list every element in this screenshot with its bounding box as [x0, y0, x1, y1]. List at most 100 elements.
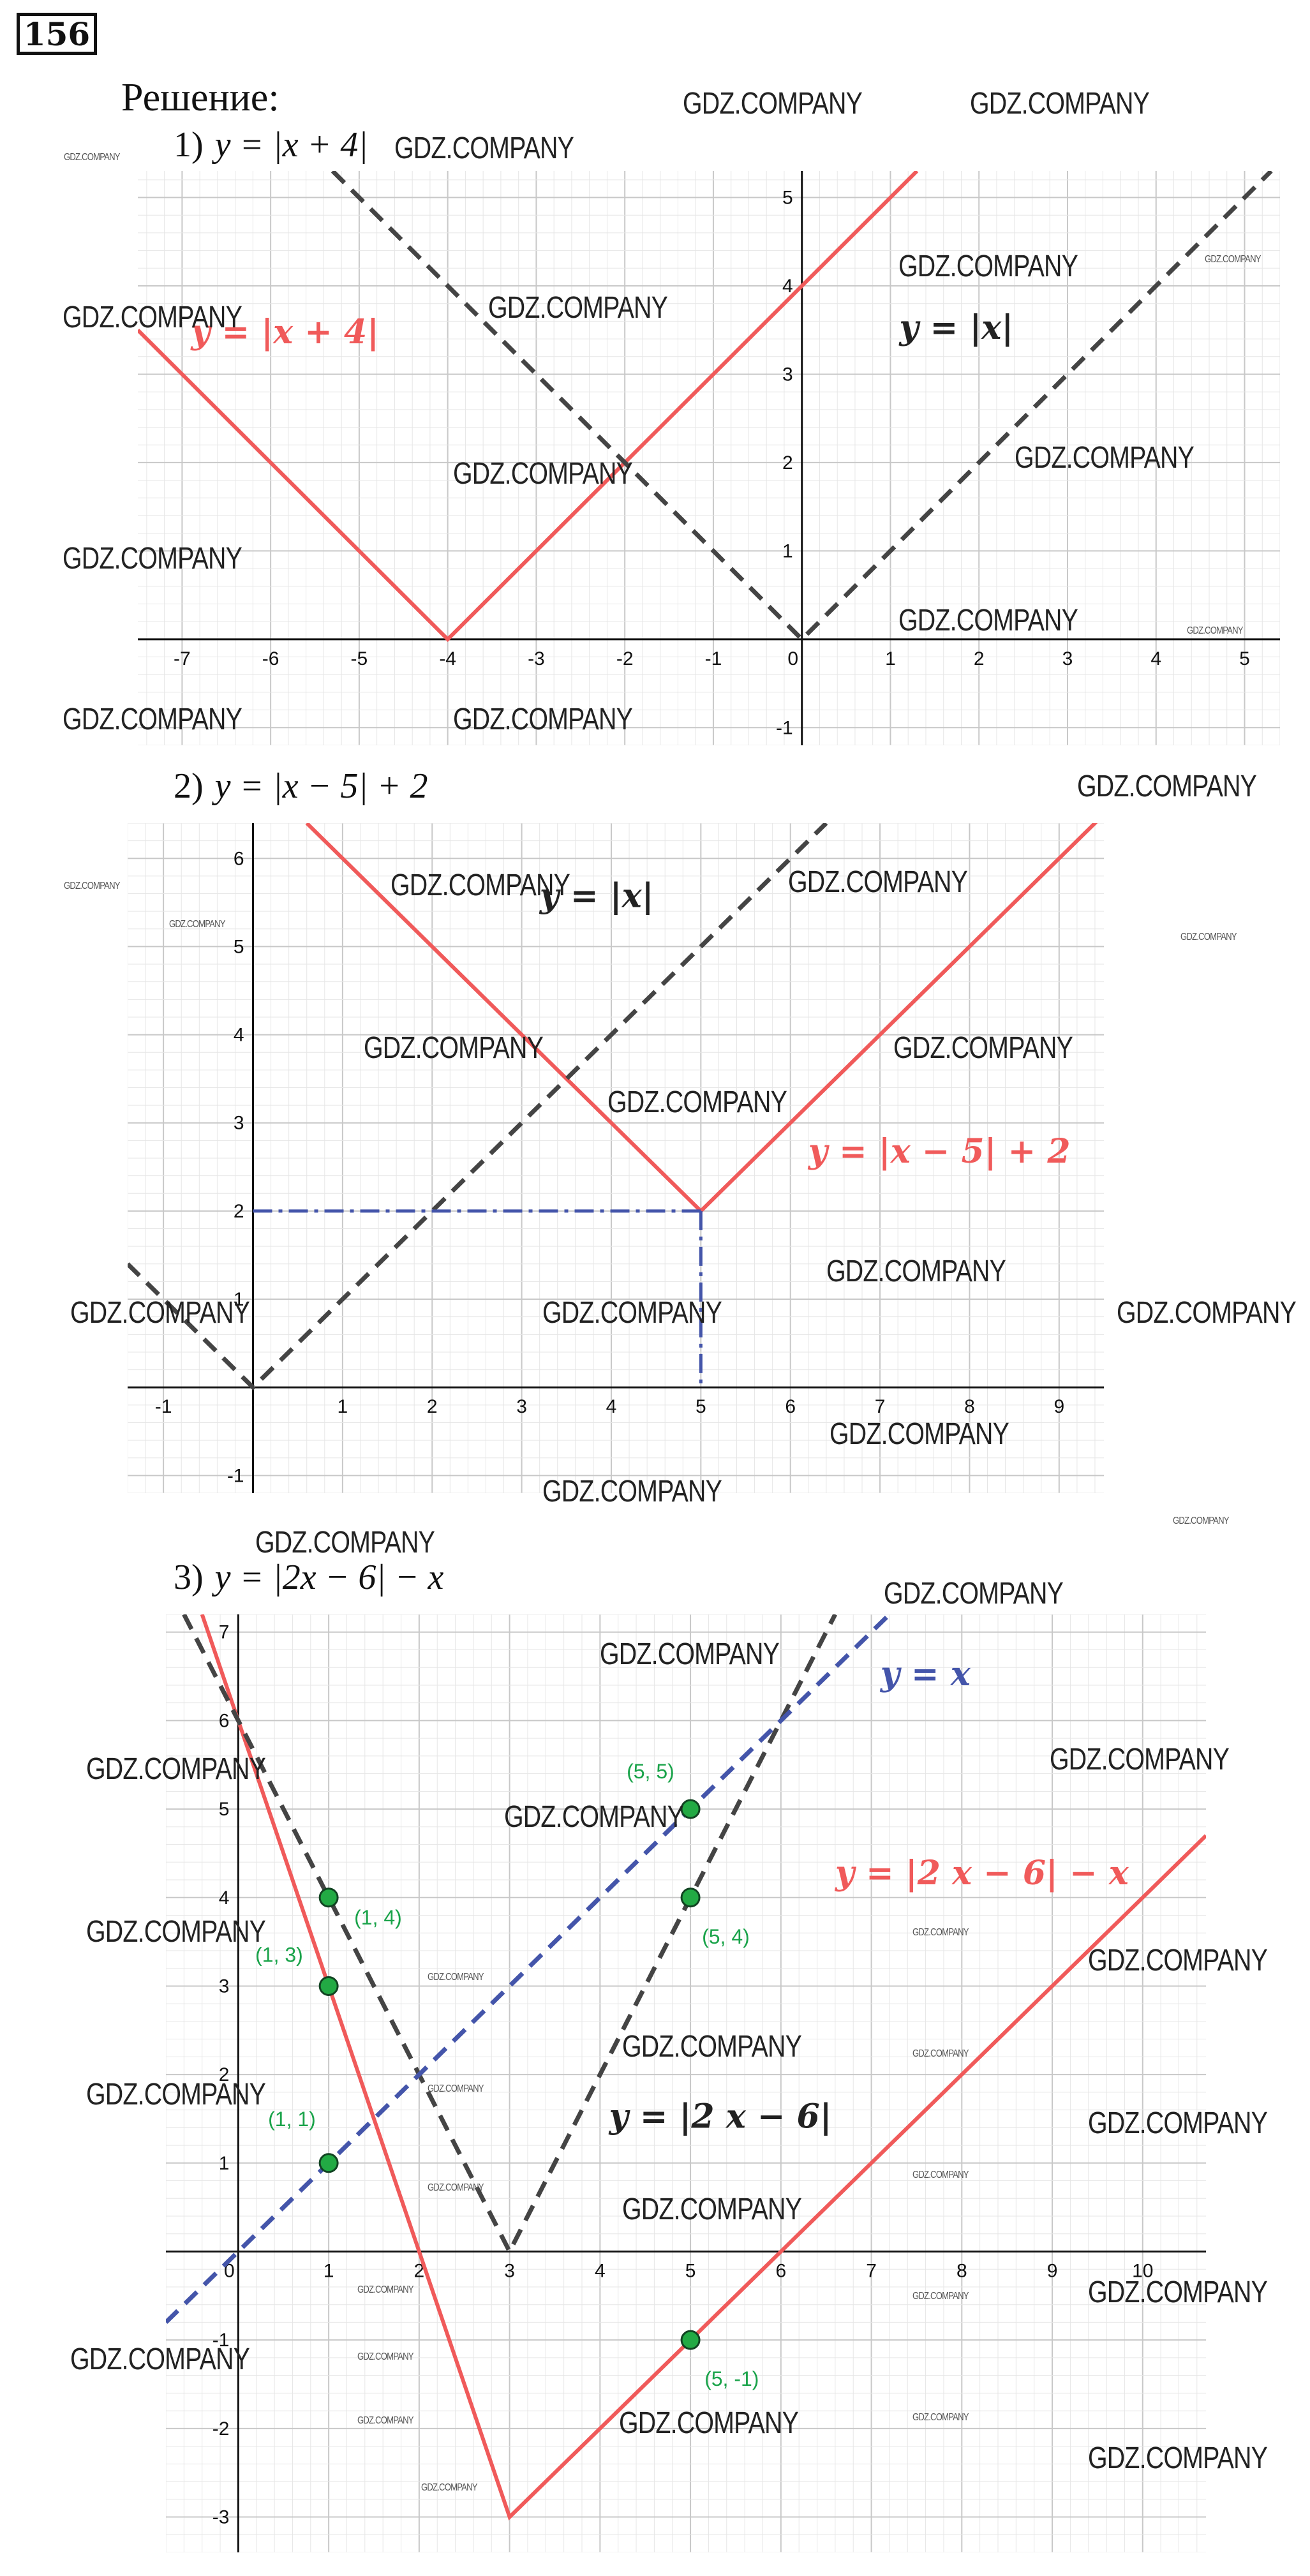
series-line: [166, 1614, 891, 2324]
y-tick-label: 3: [234, 1113, 244, 1134]
watermark: GDZ.COMPANY: [1088, 2106, 1268, 2140]
x-tick-label: 3: [516, 1396, 527, 1417]
series-line: [331, 171, 1273, 643]
point-label: (1, 1): [268, 2108, 316, 2131]
watermark: GDZ.COMPANY: [169, 919, 226, 930]
y-tick-label: 4: [234, 1025, 244, 1046]
watermark: GDZ.COMPANY: [63, 301, 242, 334]
watermark: GDZ.COMPANY: [70, 2342, 250, 2376]
solution-label: Решение:: [121, 76, 279, 119]
x-tick-label: 2: [427, 1396, 438, 1417]
y-tick-label: 1: [219, 2153, 230, 2174]
x-tick-label: -4: [439, 648, 456, 669]
curve-label: y = |x|: [539, 876, 654, 915]
y-tick-label: -1: [227, 1465, 244, 1486]
part-1-label: 1) y = |x + 4|: [174, 124, 368, 165]
y-tick-label: 5: [219, 1799, 230, 1820]
part-2-number: 2): [174, 766, 204, 806]
watermark: GDZ.COMPANY: [1088, 1944, 1268, 1977]
point-label: (1, 4): [354, 1906, 402, 1929]
x-tick-label: 4: [595, 2260, 606, 2281]
y-tick-label: 5: [234, 936, 244, 957]
graph-part-1: -7 -6 -5 -4 -3 -2 -1 0 1 2 3 4 5 -1 1 2 3 4 5 y = |x + 4| y …: [138, 171, 1280, 745]
watermark: GDZ.COMPANY: [1077, 770, 1257, 803]
x-tick-label: -5: [351, 648, 368, 669]
data-point: [318, 1887, 339, 1908]
watermark: GDZ.COMPANY: [542, 1296, 722, 1330]
watermark: GDZ.COMPANY: [428, 1972, 484, 1983]
x-tick-label: 1: [885, 648, 896, 669]
y-tick-label: 1: [782, 540, 793, 562]
watermark: GDZ.COMPANY: [1117, 1296, 1297, 1330]
watermark: GDZ.COMPANY: [912, 2291, 969, 2302]
watermark: GDZ.COMPANY: [488, 291, 668, 325]
watermark: GDZ.COMPANY: [622, 2193, 802, 2226]
watermark: GDZ.COMPANY: [364, 1031, 544, 1065]
part-3-number: 3): [174, 1558, 204, 1597]
watermark: GDZ.COMPANY: [421, 2482, 478, 2493]
part-3-equation: y = |2x − 6| − x: [214, 1558, 444, 1597]
x-tick-label: 0: [787, 648, 798, 669]
watermark: GDZ.COMPANY: [912, 2170, 969, 2180]
part-2-label: 2) y = |x − 5| + 2: [174, 766, 428, 807]
watermark: GDZ.COMPANY: [619, 2406, 799, 2440]
x-tick-label: 5: [685, 2260, 696, 2281]
x-tick-label: 8: [964, 1396, 975, 1417]
curve-label: y = |x + 4|: [190, 313, 379, 352]
x-tick-label: 4: [1150, 648, 1161, 669]
x-tick-label: -3: [528, 648, 545, 669]
watermark: GDZ.COMPANY: [884, 1577, 1064, 1611]
data-point: [318, 1976, 339, 1996]
watermark: GDZ.COMPANY: [70, 1296, 250, 1330]
x-tick-label: -6: [262, 648, 279, 669]
y-tick-label: -2: [212, 2418, 230, 2439]
watermark: GDZ.COMPANY: [86, 1752, 266, 1786]
curve-label: y = x: [880, 1655, 971, 1694]
curve-label: y = |2 x − 6| − x: [835, 1854, 1129, 1893]
watermark: GDZ.COMPANY: [1180, 932, 1237, 942]
x-tick-label: 6: [785, 1396, 796, 1417]
watermark: GDZ.COMPANY: [600, 1637, 780, 1671]
point-label: (5, 5): [627, 1760, 674, 1783]
watermark: GDZ.COMPANY: [788, 865, 968, 899]
x-tick-label: 5: [1239, 648, 1250, 669]
watermark: GDZ.COMPANY: [453, 457, 633, 491]
part-3-label: 3) y = |2x − 6| − x: [174, 1557, 443, 1598]
y-tick-label: 2: [782, 452, 793, 473]
x-tick-label: 10: [1132, 2260, 1153, 2281]
y-tick-label: 3: [219, 1976, 230, 1997]
watermark: GDZ.COMPANY: [1205, 254, 1262, 265]
x-tick-label: 4: [606, 1396, 617, 1417]
watermark: GDZ.COMPANY: [912, 2048, 969, 2059]
x-tick-label: 7: [875, 1396, 886, 1417]
y-tick-label: -1: [776, 717, 793, 738]
x-tick-label: 1: [338, 1396, 348, 1417]
y-tick-label: 2: [219, 2064, 230, 2085]
watermark: GDZ.COMPANY: [622, 2030, 802, 2064]
y-tick-label: 4: [219, 1887, 230, 1909]
y-tick-label: 4: [782, 276, 793, 297]
watermark: GDZ.COMPANY: [1050, 1743, 1230, 1776]
y-tick-label: 7: [219, 1622, 230, 1643]
graph-part-2: -1 1 2 3 4 5 6 7 8 9 -1 1 2 3 4 5 6 y = |x| y = |x − 5| + …: [128, 823, 1104, 1493]
curve-label: y = |x|: [898, 308, 1013, 347]
y-tick-label: 1: [234, 1289, 244, 1310]
watermark: GDZ.COMPANY: [683, 87, 863, 121]
x-tick-label: 9: [1047, 2260, 1058, 2281]
data-point: [680, 1799, 701, 1819]
series-line: [182, 1614, 837, 2257]
watermark: GDZ.COMPANY: [64, 152, 121, 163]
x-tick-label: 6: [775, 2260, 786, 2281]
series-line: [200, 1614, 1206, 2521]
y-tick-label: 6: [219, 1710, 230, 1731]
watermark: GDZ.COMPANY: [255, 1526, 435, 1560]
part-2-equation: y = |x − 5| + 2: [214, 766, 428, 806]
watermark: GDZ.COMPANY: [912, 1927, 969, 1938]
y-tick-label: 2: [234, 1201, 244, 1222]
watermark: GDZ.COMPANY: [1088, 2275, 1268, 2309]
watermark: GDZ.COMPANY: [1173, 1515, 1230, 1526]
chart-svg: -1 1 2 3 4 5 6 7 8 9 -1 1 2 3 4 5 6 y = |x| y = |x − 5| + …: [128, 823, 1104, 1493]
curve-label: y = |2 x − 6|: [609, 2097, 832, 2136]
watermark: GDZ.COMPANY: [64, 881, 121, 891]
